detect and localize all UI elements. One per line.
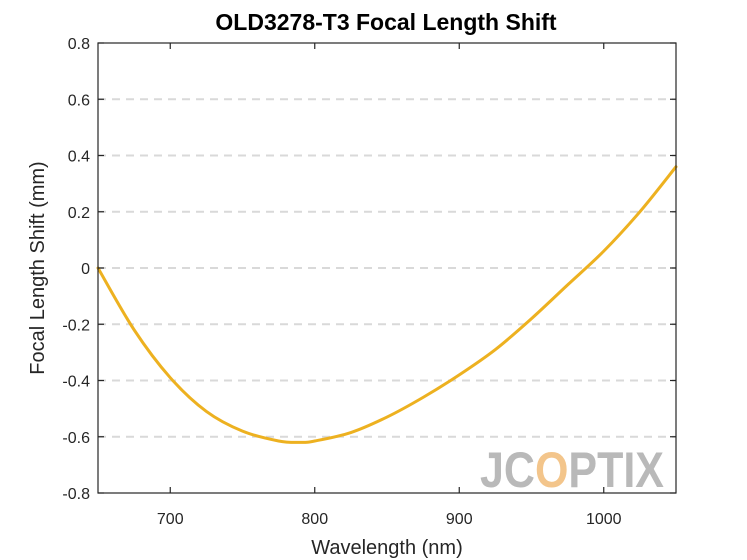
ticks bbox=[98, 42, 676, 494]
jcoptix-watermark: JCOPTIX bbox=[480, 442, 664, 498]
x-axis-label: Wavelength (nm) bbox=[311, 537, 463, 559]
x-tick-label: 700 bbox=[157, 511, 184, 528]
series-layer bbox=[96, 165, 678, 444]
y-tick-label: -0.4 bbox=[62, 374, 90, 391]
watermark-part: O bbox=[535, 442, 568, 498]
y-tick-label: 0.2 bbox=[68, 205, 90, 222]
watermark-part: JC bbox=[480, 442, 535, 498]
x-tick-label: 800 bbox=[301, 511, 328, 528]
svg-text:JCOPTIX: JCOPTIX bbox=[480, 442, 664, 498]
y-tick-label: -0.8 bbox=[62, 486, 90, 503]
chart-title: OLD3278-T3 Focal Length Shift bbox=[215, 9, 557, 35]
x-tick-labels: 700 800 900 1000 bbox=[157, 511, 622, 528]
y-tick-label: 0.8 bbox=[68, 36, 90, 53]
y-tick-labels: 0.8 0.6 0.4 0.2 0 -0.2 -0.4 -0.6 -0.8 bbox=[62, 36, 90, 503]
x-tick-label: 1000 bbox=[586, 511, 622, 528]
y-tick-label: 0.4 bbox=[68, 149, 90, 166]
series-line bbox=[96, 165, 678, 444]
y-axis-label: Focal Length Shift (mm) bbox=[27, 161, 49, 374]
y-tick-label: 0.6 bbox=[68, 92, 90, 109]
y-tick-label: -0.6 bbox=[62, 430, 90, 447]
x-tick-label: 900 bbox=[446, 511, 473, 528]
y-tick-label: 0 bbox=[81, 261, 90, 278]
y-tick-label: -0.2 bbox=[62, 317, 90, 334]
watermark-part: PTIX bbox=[568, 442, 664, 498]
grid bbox=[98, 98, 676, 438]
